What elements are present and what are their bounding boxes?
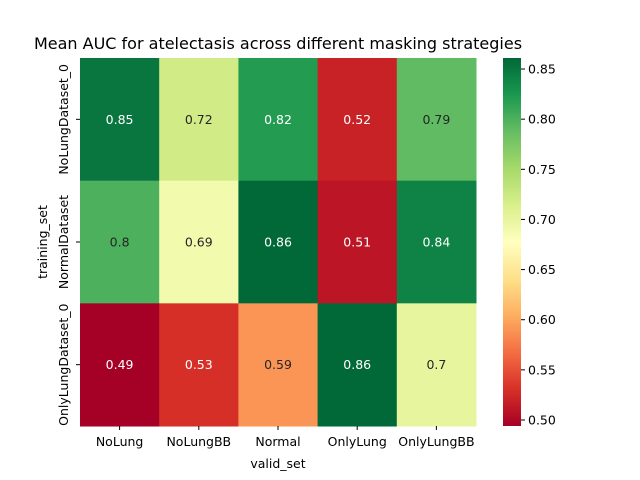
heatmap-cell xyxy=(238,58,319,182)
colorbar-gradient xyxy=(503,58,521,426)
heatmap-cell xyxy=(317,303,398,427)
heatmap-cell xyxy=(238,303,319,427)
heatmap-cell xyxy=(159,180,239,304)
heatmap-cell xyxy=(396,180,477,304)
chart-title: Mean AUC for atelectasis across differen… xyxy=(34,34,522,53)
cell-value-label: 0.53 xyxy=(185,357,213,372)
colorbar-tick-label: 0.55 xyxy=(528,362,556,377)
heatmap-cell xyxy=(80,58,160,182)
x-tick-label: OnlyLungBB xyxy=(398,434,474,449)
heatmap-cell xyxy=(396,58,477,182)
colorbar-tick-label: 0.80 xyxy=(528,112,556,127)
colorbar-tick-label: 0.70 xyxy=(528,212,556,227)
heatmap-cell xyxy=(238,180,319,304)
cell-value-label: 0.72 xyxy=(185,112,213,127)
colorbar-tick-label: 0.50 xyxy=(528,412,556,427)
cell-value-label: 0.85 xyxy=(106,112,134,127)
cell-value-label: 0.82 xyxy=(264,112,292,127)
heatmap-cell xyxy=(317,58,398,182)
cell-value-label: 0.86 xyxy=(264,235,292,250)
cell-value-label: 0.8 xyxy=(110,235,130,250)
x-axis: NoLung NoLungBB Normal OnlyLung OnlyLungBB xyxy=(96,426,475,449)
x-tick-label: NoLung xyxy=(96,434,144,449)
cell-value-label: 0.52 xyxy=(343,112,371,127)
heatmap-cells: 0.85 0.72 0.82 0.52 0.79 0.8 0.69 0.86 0.51 0.84 0… xyxy=(80,58,477,427)
colorbar-tick-label: 0.75 xyxy=(528,162,556,177)
x-axis-label: valid_set xyxy=(250,456,305,471)
cell-value-label: 0.59 xyxy=(264,357,292,372)
y-tick-label: OnlyLungDataset_0 xyxy=(56,303,71,425)
y-axis: NoLungDataset_0 NormalDataset OnlyLungData… xyxy=(56,64,80,426)
cell-value-label: 0.49 xyxy=(106,357,134,372)
x-tick-label: OnlyLung xyxy=(328,434,387,449)
heatmap-cell xyxy=(396,303,477,427)
heatmap-cell xyxy=(80,180,160,304)
colorbar-tick-label: 0.85 xyxy=(528,62,556,77)
colorbar-tick-label: 0.65 xyxy=(528,262,556,277)
x-tick-label: NoLungBB xyxy=(166,434,231,449)
cell-value-label: 0.86 xyxy=(343,357,371,372)
y-tick-label: NormalDataset xyxy=(56,195,71,289)
heatmap-cell xyxy=(159,58,239,182)
cell-value-label: 0.69 xyxy=(185,235,213,250)
y-tick-label: NoLungDataset_0 xyxy=(56,64,71,175)
cell-value-label: 0.84 xyxy=(422,235,450,250)
heatmap-cell xyxy=(80,303,160,427)
y-axis-label: training_set xyxy=(35,205,50,279)
cell-value-label: 0.51 xyxy=(343,235,371,250)
cell-value-label: 0.7 xyxy=(426,357,446,372)
x-tick-label: Normal xyxy=(255,434,300,449)
colorbar-tick-label: 0.60 xyxy=(528,312,556,327)
heatmap-cell xyxy=(159,303,239,427)
cell-value-label: 0.79 xyxy=(422,112,450,127)
heatmap-cell xyxy=(317,180,398,304)
colorbar: 0.50 0.55 0.60 0.65 0.70 0.75 0.80 0.85 xyxy=(503,58,556,427)
